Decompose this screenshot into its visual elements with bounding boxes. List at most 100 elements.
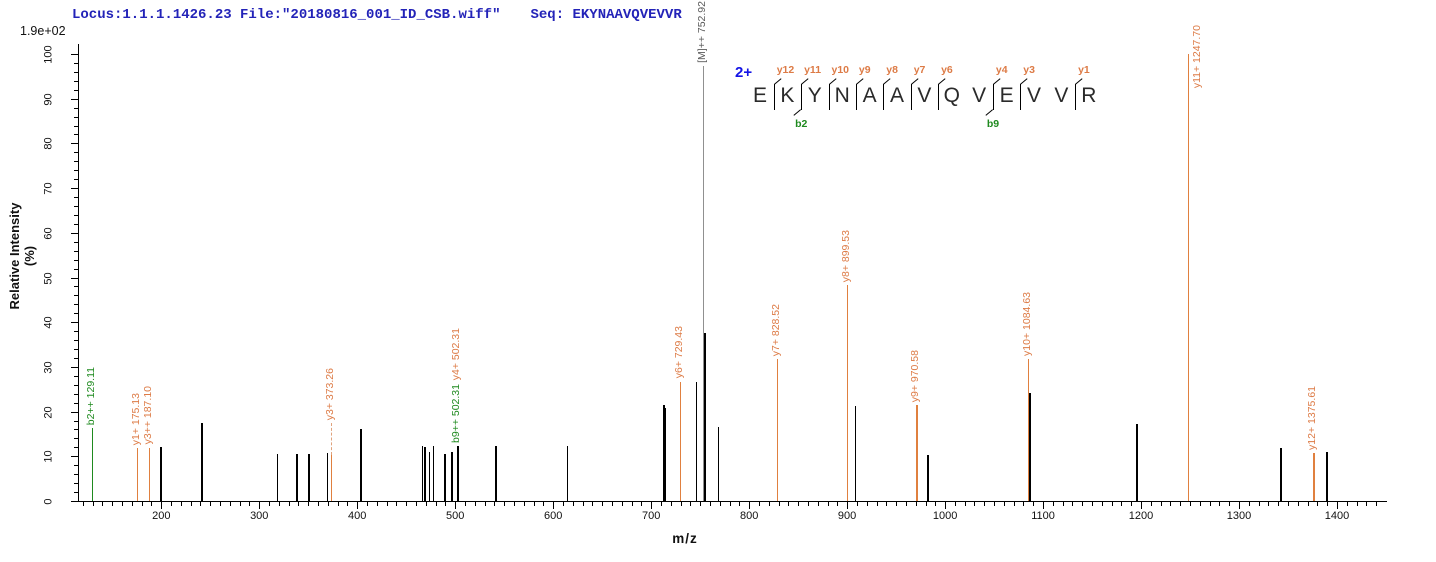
peak [424,447,426,501]
x-minor-tick [1072,502,1074,506]
x-minor-tick [229,502,231,506]
y-minor-tick [74,197,78,199]
y-minor-tick [74,375,78,377]
x-minor-tick [768,502,770,506]
x-minor-tick [102,502,104,506]
peak-label: b9++ 502.31 [450,383,463,443]
x-minor-tick [396,502,398,506]
x-minor-tick [1199,502,1201,506]
peak-label: y8+ 899.53 [839,229,852,283]
peak-label: y12+ 1375.61 [1306,386,1319,451]
x-minor-tick [807,502,809,506]
peak [421,445,424,501]
x-minor-tick [278,502,280,506]
peptide-residue: E [752,84,767,107]
y-minor-tick [74,295,78,297]
x-minor-tick [1052,502,1054,506]
x-major-tick [847,502,849,509]
x-tick-label: 1200 [1128,510,1154,522]
y-minor-tick [74,447,78,449]
y-tick-label: 60 [42,227,55,240]
peak [1029,392,1031,501]
y-minor-tick [74,62,78,64]
y-minor-tick [74,205,78,207]
peak [717,426,720,501]
peak [326,453,329,501]
y-minor-tick [74,214,78,216]
seq-spacer [564,7,572,23]
x-minor-tick [572,502,574,506]
y-ion-label: y6 [941,64,953,76]
y-tick-label: 70 [42,182,55,195]
peak-label: y3++ 187.10 [141,386,154,445]
peak-label: y4+ 502.31 [450,328,463,381]
x-minor-tick [504,502,506,506]
y-minor-tick [74,357,78,359]
peak [916,404,918,501]
x-tick-label: 600 [544,510,563,522]
x-minor-tick [1131,502,1133,506]
x-minor-tick [1268,502,1270,506]
y-ion-label: y11 [804,64,822,76]
x-major-tick [749,502,751,509]
x-minor-tick [905,502,907,506]
x-minor-tick [602,502,604,506]
x-tick-label: 1300 [1226,510,1252,522]
x-minor-tick [112,502,114,506]
x-minor-tick [1180,502,1182,506]
x-minor-tick [180,502,182,506]
cleavage-mark [1075,84,1077,110]
y-major-tick [71,98,78,100]
y-minor-tick [74,474,78,476]
x-tick-label: 1400 [1324,510,1350,522]
x-minor-tick [416,502,418,506]
peak-label: y3+ 373.26 [324,367,337,421]
peptide-residue: K [780,84,795,107]
x-minor-tick [562,502,564,506]
x-minor-tick [465,502,466,506]
peak [136,447,139,501]
x-minor-tick [778,502,780,506]
x-minor-tick [1376,502,1378,506]
x-minor-tick [896,502,898,506]
peptide-residue: V [917,84,932,107]
y-minor-tick [74,152,78,154]
x-major-tick [357,502,359,509]
y-tick-label: 40 [42,316,55,329]
x-minor-tick [1092,502,1094,506]
y-minor-tick [74,241,78,243]
y-minor-tick [74,259,78,261]
x-minor-tick [886,502,888,506]
x-major-tick [259,502,261,509]
x-minor-tick [190,502,192,506]
x-minor-tick [788,502,790,506]
x-minor-tick [729,502,731,506]
x-minor-tick [1317,502,1319,506]
x-minor-tick [337,502,339,506]
peak-label: y7+ 828.52 [770,303,783,356]
y-minor-tick [74,340,78,342]
cleavage-mark [910,84,912,110]
x-minor-tick [1033,502,1035,506]
cleavage-mark [801,84,803,110]
x-minor-tick [876,502,878,506]
x-minor-tick [660,502,662,506]
y-minor-tick [74,179,78,181]
x-minor-tick [288,502,290,506]
x-minor-tick [1190,502,1192,506]
b-ion-label: b9 [986,118,1000,130]
y-minor-tick [74,492,78,494]
x-minor-tick [435,502,437,506]
cleavage-b-diagonal [793,109,802,116]
x-minor-tick [1288,502,1290,506]
x-minor-tick [1219,502,1221,506]
x-tick-label: 1100 [1031,510,1055,522]
peak-label: y11+ 1247.70 [1190,24,1203,88]
x-major-tick [161,502,163,509]
x-axis-line [78,501,1387,502]
x-minor-tick [690,502,692,506]
x-tick-label: 700 [641,510,661,522]
peak [451,452,453,501]
y-tick-label: 90 [42,93,55,106]
y-minor-tick [74,125,78,127]
